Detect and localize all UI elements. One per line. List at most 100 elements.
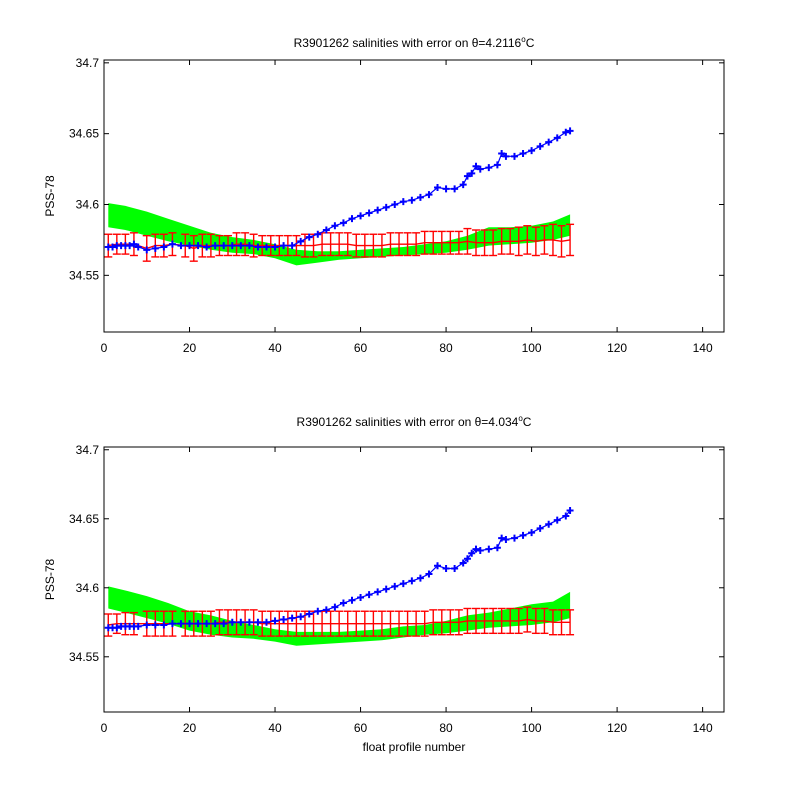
- salinity-point: [493, 161, 501, 169]
- salinity-point: [536, 142, 544, 150]
- salinity-point: [545, 138, 553, 146]
- salinity-point: [228, 618, 236, 626]
- x-tick-label: 20: [183, 341, 197, 355]
- x-tick-label: 140: [693, 721, 713, 735]
- salinity-series: [104, 127, 574, 254]
- errorbar-line: [108, 239, 571, 250]
- salinity-point: [245, 242, 253, 250]
- chart-title: R3901262 salinities with error on θ=4.21…: [294, 35, 535, 50]
- salinity-point: [472, 545, 480, 553]
- salinity-point: [468, 549, 476, 557]
- salinity-point: [348, 215, 356, 223]
- salinity-point: [245, 618, 253, 626]
- salinity-point: [126, 242, 134, 250]
- salinity-point: [416, 574, 424, 582]
- salinity-point: [203, 243, 211, 251]
- salinity-point: [536, 524, 544, 532]
- x-tick-label: 100: [522, 341, 542, 355]
- salinity-point: [130, 240, 138, 248]
- salinity-point: [374, 588, 382, 596]
- y-tick-label: 34.6: [76, 581, 100, 595]
- x-tick-label: 80: [439, 721, 453, 735]
- axes-box: [103, 59, 725, 333]
- salinity-point: [485, 164, 493, 172]
- salinity-point: [476, 547, 484, 555]
- axes-box: [103, 446, 725, 713]
- bottom-panel: 0 20 40 60 80 100 120 140 34.55 34.6 34.65 34.7 R390…: [43, 414, 725, 754]
- salinity-point: [134, 243, 142, 251]
- salinity-point: [177, 620, 185, 628]
- salinity-point: [113, 624, 121, 632]
- salinity-point: [553, 516, 561, 524]
- x-tick-label: 60: [354, 341, 368, 355]
- salinity-point: [528, 147, 536, 155]
- salinity-point: [434, 184, 442, 191]
- salinity-point: [425, 191, 433, 199]
- salinity-point: [451, 185, 459, 193]
- x-tick-label: 40: [268, 341, 282, 355]
- x-axis-label: float profile number: [363, 740, 466, 754]
- salinity-point: [220, 620, 228, 628]
- salinity-point: [160, 243, 168, 251]
- salinity-point: [211, 620, 219, 628]
- salinity-point: [211, 242, 219, 250]
- salinity-point: [203, 620, 211, 628]
- x-tick-label: 40: [268, 721, 282, 735]
- salinity-point: [322, 606, 330, 614]
- salinity-point: [442, 564, 450, 572]
- salinity-point: [177, 242, 185, 250]
- salinity-point: [485, 545, 493, 553]
- x-tick-label: 60: [354, 721, 368, 735]
- salinity-point: [331, 222, 339, 230]
- salinity-point: [493, 544, 501, 552]
- salinity-point: [168, 240, 176, 248]
- salinity-point: [519, 531, 527, 539]
- y-tick-label: 34.7: [76, 443, 100, 457]
- salinity-point: [288, 242, 296, 250]
- salinity-point: [408, 196, 416, 204]
- salinity-point: [151, 621, 159, 629]
- chart-title: R3901262 salinities with error on θ=4.03…: [297, 414, 532, 429]
- y-tick-label: 34.55: [69, 268, 99, 282]
- salinity-point: [562, 128, 570, 136]
- salinity-point: [510, 152, 518, 160]
- errorbar-series: [104, 606, 575, 637]
- uncertainty-band: [108, 203, 571, 266]
- salinity-point: [262, 618, 270, 626]
- x-tick-label: 20: [183, 721, 197, 735]
- salinity-point: [168, 620, 176, 628]
- salinity-point: [472, 162, 480, 170]
- salinity-point: [262, 243, 270, 251]
- salinity-point: [314, 607, 322, 615]
- salinity-point: [399, 580, 407, 588]
- salinity-point: [134, 622, 142, 630]
- salinity-point: [254, 243, 262, 251]
- x-tick-label: 0: [101, 721, 108, 735]
- salinity-point: [425, 570, 433, 578]
- salinity-point: [399, 198, 407, 206]
- x-tick-label: 120: [607, 341, 627, 355]
- salinity-point: [374, 206, 382, 214]
- salinity-point: [434, 562, 442, 570]
- salinity-point: [331, 603, 339, 611]
- salinity-point: [305, 610, 313, 618]
- salinity-point: [339, 219, 347, 227]
- salinity-point: [357, 593, 365, 601]
- salinity-point: [382, 203, 390, 211]
- salinity-point: [545, 520, 553, 528]
- salinity-point: [194, 620, 202, 628]
- errorbar-series: [104, 223, 575, 262]
- salinity-point: [459, 181, 467, 189]
- salinity-point: [237, 242, 245, 250]
- x-tick-label: 120: [607, 721, 627, 735]
- salinity-point: [498, 150, 506, 157]
- salinity-point: [151, 244, 159, 252]
- uncertainty-band: [108, 586, 571, 646]
- salinity-point: [408, 577, 416, 585]
- x-tick-label: 140: [693, 341, 713, 355]
- salinity-point: [160, 621, 168, 629]
- salinity-point: [143, 621, 151, 629]
- salinity-point: [357, 212, 365, 220]
- salinity-point: [566, 127, 574, 135]
